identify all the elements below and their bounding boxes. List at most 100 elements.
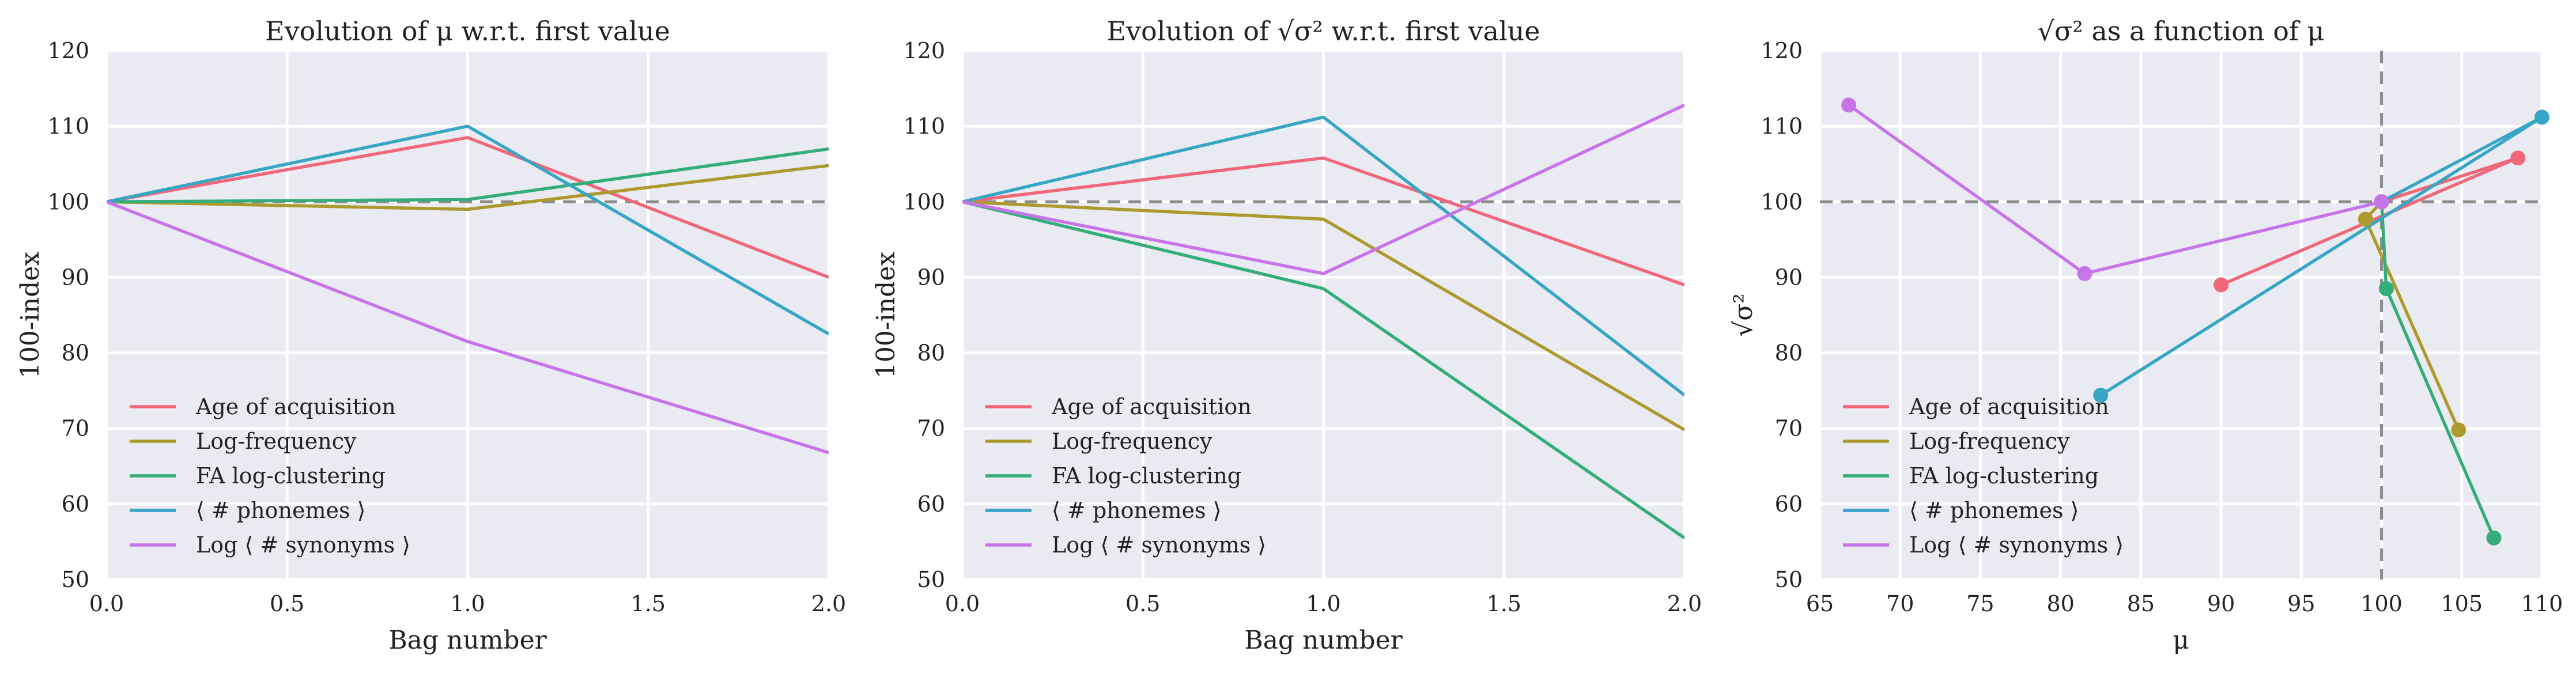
series-2-point: [2451, 422, 2467, 438]
legend-item: Log ⟨ # synonyms ⟩: [130, 532, 410, 558]
legend-item: Log-frequency: [1843, 429, 2070, 454]
chart-title: Evolution of μ w.r.t. first value: [265, 16, 670, 47]
x-tick-label: 110: [2521, 591, 2563, 616]
series-5-point: [2374, 194, 2389, 210]
legend-item: ⟨ # phonemes ⟩: [1843, 498, 2079, 523]
x-tick-label: 85: [2127, 591, 2155, 616]
x-tick-label: 90: [2207, 591, 2235, 616]
legend-item: Log ⟨ # synonyms ⟩: [1843, 532, 2124, 558]
chart-title: √σ² as a function of μ: [2038, 16, 2325, 47]
series-3-point: [2486, 530, 2502, 546]
y-tick-label: 110: [903, 113, 945, 139]
x-tick-label: 80: [2046, 591, 2074, 616]
x-axis-label: Bag number: [388, 626, 547, 655]
x-tick-label: 2.0: [811, 591, 846, 616]
series-3-point: [2378, 281, 2394, 297]
x-tick-label: 65: [1806, 591, 1834, 616]
series-5-point: [1841, 97, 1857, 113]
legend-label: Log ⟨ # synonyms ⟩: [1052, 532, 1266, 558]
legend-item: Log ⟨ # synonyms ⟩: [985, 532, 1266, 558]
y-tick-label: 120: [903, 38, 945, 63]
x-tick-label: 0.0: [89, 591, 124, 616]
series-line-1: [107, 136, 829, 279]
series-line-5: [107, 200, 829, 455]
series-1-point: [2510, 150, 2526, 166]
series-line-2: [962, 200, 1684, 431]
chart-panel-2: 50 60 70 80 90 100 110 120 0.0 0.5 1.0 1.5 2.0 Evolut…: [871, 16, 1702, 655]
y-tick-label: 80: [62, 340, 89, 366]
x-tick-label: 2.0: [1667, 591, 1702, 616]
y-tick-label: 50: [917, 567, 945, 592]
y-tick-label: 110: [47, 113, 89, 139]
y-tick-label: 90: [917, 264, 945, 290]
legend-label: ⟨ # phonemes ⟩: [196, 498, 365, 523]
x-tick-label: 100: [2360, 591, 2403, 616]
plot-background: [1820, 51, 2542, 580]
chart-panel-1: 50 60 70 80 90 100 110 120 0.0 0.5 1.0 1.5 2.0 Evolut…: [16, 16, 846, 655]
x-axis-label: μ: [2173, 626, 2189, 655]
legend-label: Age of acquisition: [195, 394, 396, 419]
series-5-point: [2077, 266, 2092, 281]
y-tick-label: 60: [62, 491, 89, 517]
series-1-point: [2214, 277, 2229, 293]
legend-item: FA log-clustering: [1843, 463, 2099, 489]
y-tick-label: 60: [1775, 491, 1803, 517]
legend-label: FA log-clustering: [196, 463, 386, 489]
legend-item: Age of acquisition: [1843, 394, 2109, 419]
series-line-3: [962, 200, 1684, 540]
y-axis-label: √σ²: [1729, 293, 1758, 337]
legend-item: FA log-clustering: [130, 463, 386, 489]
y-tick-label: 100: [1761, 189, 1803, 214]
series-4-point: [2093, 388, 2109, 403]
legend-label: Log ⟨ # synonyms ⟩: [196, 532, 410, 558]
legend-item: FA log-clustering: [985, 463, 1241, 489]
legend-item: Log-frequency: [985, 429, 1213, 454]
x-tick-label: 75: [1966, 591, 1994, 616]
legend-item: ⟨ # phonemes ⟩: [985, 498, 1221, 523]
y-tick-label: 110: [1761, 113, 1803, 139]
legend-label: Age of acquisition: [1909, 394, 2109, 419]
series-line-4: [2099, 115, 2542, 397]
data-layer: [107, 124, 829, 455]
y-tick-label: 60: [917, 491, 945, 517]
y-tick-label: 70: [917, 416, 945, 441]
legend: Age of acquisition Log-frequency FA log-cl…: [1843, 394, 2124, 558]
y-tick-label: 70: [1775, 416, 1803, 441]
legend-label: Age of acquisition: [1051, 394, 1252, 419]
series-line-5: [962, 103, 1684, 275]
series-line-2: [107, 164, 829, 211]
y-tick-label: 80: [917, 340, 945, 366]
series-line-1: [962, 156, 1684, 287]
y-tick-label: 80: [1775, 340, 1803, 366]
x-tick-label: 1.0: [450, 591, 485, 616]
data-layer: [962, 103, 1684, 540]
series-line-4: [962, 115, 1684, 397]
x-tick-label: 1.5: [1487, 591, 1521, 616]
x-tick-label: 1.0: [1306, 591, 1340, 616]
legend-label: FA log-clustering: [1909, 463, 2099, 489]
y-tick-label: 120: [47, 38, 89, 63]
legend-label: ⟨ # phonemes ⟩: [1909, 498, 2079, 523]
legend-item: ⟨ # phonemes ⟩: [130, 498, 365, 523]
y-tick-label: 70: [62, 416, 89, 441]
y-axis-label: 100-index: [16, 252, 45, 378]
x-tick-label: 105: [2441, 591, 2483, 616]
legend-item: Log-frequency: [130, 429, 357, 454]
legend-item: Age of acquisition: [985, 394, 1252, 419]
legend-label: Log-frequency: [1052, 429, 1213, 454]
x-tick-label: 95: [2287, 591, 2315, 616]
y-tick-label: 50: [1775, 567, 1803, 592]
y-axis-label: 100-index: [871, 252, 901, 378]
y-tick-label: 50: [62, 567, 89, 592]
legend-label: Log-frequency: [1909, 429, 2070, 454]
y-tick-label: 90: [1775, 264, 1803, 290]
y-tick-label: 100: [47, 189, 89, 214]
x-axis-label: Bag number: [1244, 626, 1403, 655]
x-tick-label: 1.5: [631, 591, 666, 616]
chart-title: Evolution of √σ² w.r.t. first value: [1106, 16, 1540, 47]
y-tick-label: 100: [903, 189, 945, 214]
legend-label: Log ⟨ # synonyms ⟩: [1909, 532, 2124, 558]
y-tick-label: 90: [62, 264, 89, 290]
x-tick-label: 0.0: [945, 591, 980, 616]
legend: Age of acquisition Log-frequency FA log-cl…: [985, 394, 1266, 558]
